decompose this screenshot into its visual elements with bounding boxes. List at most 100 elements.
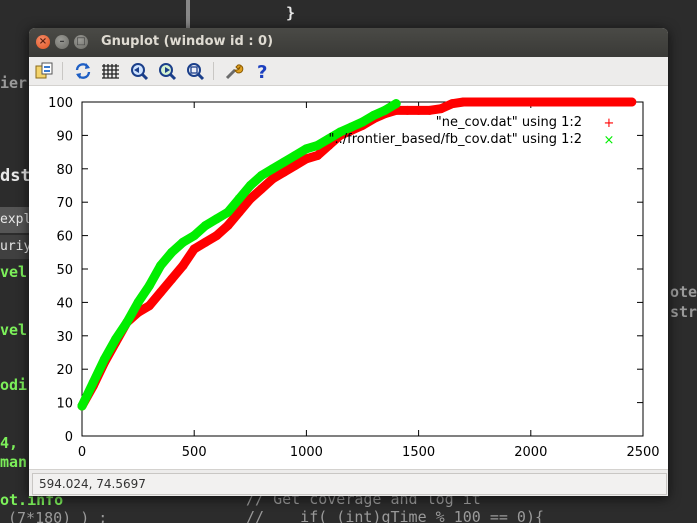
series-1-point <box>571 97 581 107</box>
series-2-point <box>324 134 334 144</box>
series-2-point <box>301 144 311 154</box>
series-1-point <box>245 194 255 204</box>
bg-code-line: dst <box>0 166 31 186</box>
series-1-line <box>77 97 637 411</box>
series-1-point <box>189 244 199 254</box>
bg-code-line: } <box>286 4 296 22</box>
series-1-point <box>167 274 177 284</box>
bg-tab <box>0 207 30 233</box>
series-2-point <box>144 281 154 291</box>
series-2-point <box>99 354 109 364</box>
export-icon[interactable] <box>34 61 54 81</box>
series-1-point <box>156 287 166 297</box>
series-1-point <box>481 97 491 107</box>
series-1-point <box>257 184 267 194</box>
series-2-point <box>77 401 87 411</box>
series-1-point <box>593 97 603 107</box>
bg-code-line: odi <box>0 376 28 394</box>
autoscale-icon[interactable] <box>185 61 205 81</box>
series-2-point <box>200 221 210 231</box>
bg-code-line: ier <box>0 74 28 92</box>
y-tick-label: 90 <box>56 129 73 144</box>
toolbar-separator <box>62 62 63 80</box>
series-1-point <box>458 97 468 107</box>
series-2-point <box>313 140 323 150</box>
series-1-point <box>268 174 278 184</box>
series-2-point <box>88 378 98 388</box>
window-title: Gnuplot (window id : 0) <box>101 34 274 49</box>
series-2-point <box>212 214 222 224</box>
series-1-point <box>234 207 244 217</box>
legend-label: "ne_cov.dat" using 1:2 <box>436 115 582 130</box>
status-box: 594.024, 74.5697 <box>32 473 667 495</box>
series-1-point <box>447 99 457 109</box>
legend-marker: × <box>604 133 615 148</box>
series-2-point <box>290 150 300 160</box>
plot-area[interactable]: 0 500 1000 1500 2000 2500 0 10 20 30 40 50 60 70 80 90 1… <box>29 86 668 469</box>
bg-code-line: str <box>670 303 697 321</box>
zoom-next-icon[interactable] <box>157 61 177 81</box>
y-tick-label: 10 <box>56 397 73 412</box>
series-2-point <box>391 99 401 109</box>
series-1-point <box>301 154 311 164</box>
y-tick-label: 70 <box>56 196 73 211</box>
series-2-point <box>133 297 143 307</box>
series-1-point <box>436 104 446 114</box>
series-2-point <box>189 231 199 241</box>
series-1-point <box>627 97 637 107</box>
cursor-coordinates: 594.024, 74.5697 <box>39 477 146 491</box>
x-tick-label: 2500 <box>626 445 659 460</box>
zoom-previous-icon[interactable] <box>129 61 149 81</box>
gnuplot-window: × – □ Gnuplot (window id : 0) <box>29 28 668 496</box>
series-2-point <box>178 237 188 247</box>
series-2-point <box>111 334 121 344</box>
series-2-point <box>369 110 379 120</box>
y-tick-label: 30 <box>56 330 73 345</box>
bg-code-line: 4, <box>0 434 19 452</box>
minimize-button[interactable]: – <box>55 35 69 49</box>
toolbar: ? <box>29 57 668 86</box>
series-2-point <box>234 194 244 204</box>
scroll-marker <box>186 0 190 28</box>
y-tick-label: 60 <box>56 230 73 245</box>
series-1-point <box>144 301 154 311</box>
series-1-point <box>178 261 188 271</box>
series-2-point <box>335 127 345 137</box>
x-tick-label: 2000 <box>514 445 547 460</box>
bg-code-line: vel <box>0 263 28 281</box>
y-tick-label: 100 <box>48 96 73 111</box>
series-2-point <box>279 157 289 167</box>
maximize-button[interactable]: □ <box>74 35 88 49</box>
series-1-point <box>200 237 210 247</box>
y-tick-label: 20 <box>56 363 73 378</box>
bg-tab-label: expl <box>0 212 32 227</box>
help-icon[interactable]: ? <box>252 61 272 83</box>
series-2-point <box>122 317 132 327</box>
series-2-point <box>167 247 177 257</box>
title-bar[interactable]: × – □ Gnuplot (window id : 0) <box>29 28 668 57</box>
plot-frame <box>81 101 644 437</box>
series-2-point <box>346 122 356 132</box>
svg-text:?: ? <box>257 62 267 81</box>
series-2-point <box>156 261 166 271</box>
series-1-point <box>425 105 435 115</box>
options-icon[interactable] <box>224 61 244 81</box>
close-button[interactable]: × <box>36 35 50 49</box>
bg-code-line: (7*180) ) ; <box>8 509 108 523</box>
legend-label: "../frontier_based/fb_cov.dat" using 1:2 <box>329 132 582 147</box>
series-1-point <box>279 167 289 177</box>
legend-marker: + <box>604 116 615 131</box>
replot-icon[interactable] <box>73 61 93 81</box>
series-2-point <box>380 105 390 115</box>
series-2-point <box>268 164 278 174</box>
status-bar: 594.024, 74.5697 <box>29 469 668 496</box>
x-tick-label: 1000 <box>290 445 323 460</box>
grid-icon[interactable] <box>101 61 121 81</box>
series-2-point <box>358 117 367 127</box>
y-tick-label: 50 <box>56 263 73 278</box>
x-tick-label: 0 <box>78 445 86 460</box>
series-2-line <box>77 99 401 411</box>
x-tick-label: 1500 <box>402 445 435 460</box>
series-1-point <box>313 150 323 160</box>
